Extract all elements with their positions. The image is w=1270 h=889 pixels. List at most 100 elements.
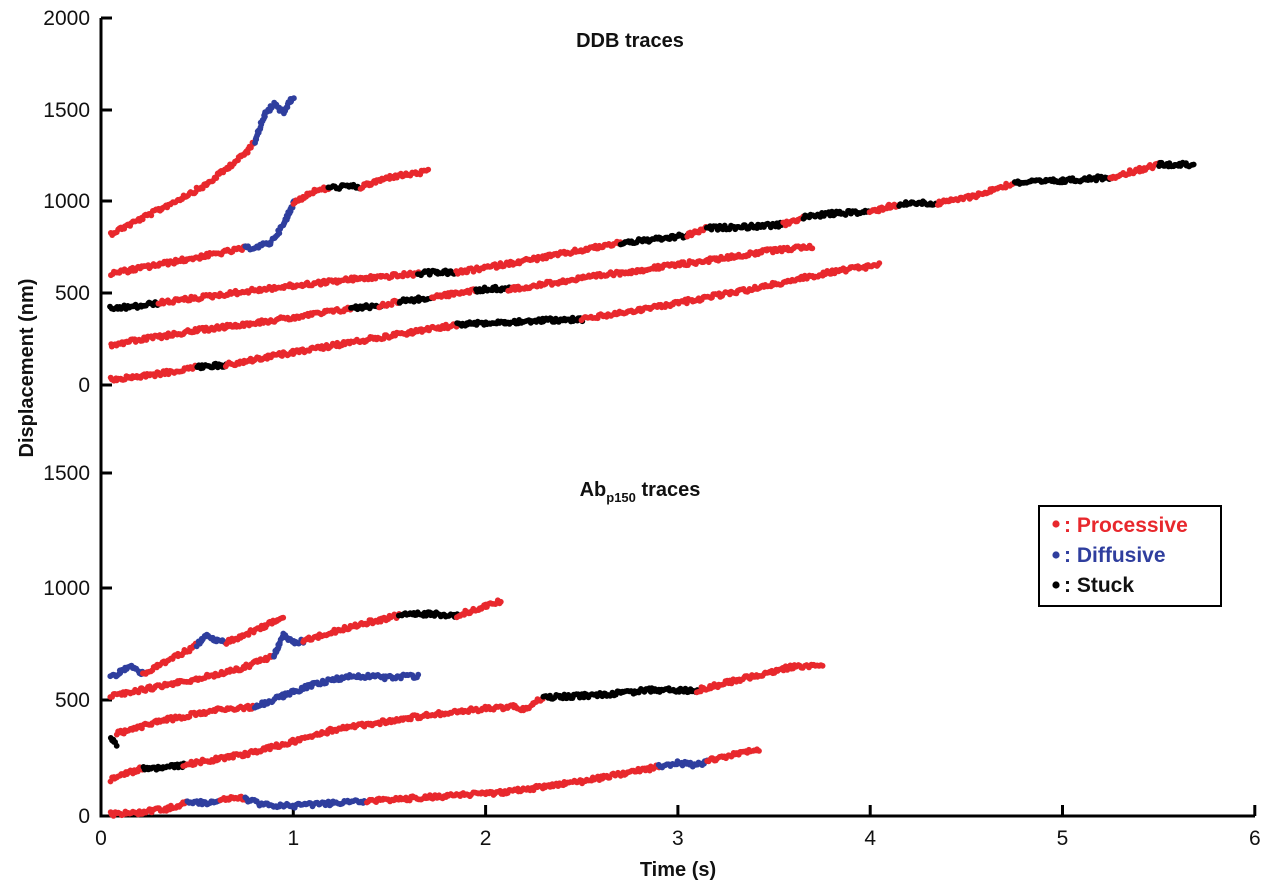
x-tick-label: 2 <box>480 827 492 850</box>
legend: : Processive : Diffusive : Stuck <box>1038 505 1222 607</box>
x-tick-label: 1 <box>287 827 299 850</box>
stuck-segment <box>454 314 586 329</box>
trace-ddb-2 <box>108 166 432 279</box>
traces <box>107 95 1197 819</box>
legend-entry-stuck: : Stuck <box>1052 574 1134 597</box>
processive-segment <box>364 762 662 806</box>
y-tick-label: 1500 <box>43 99 90 122</box>
diffusive-segment <box>271 630 307 660</box>
processive-segment <box>505 242 816 294</box>
trace-abp150-2 <box>107 597 504 700</box>
panel-title-abp150-suffix: traces <box>636 479 701 501</box>
diffusive-point <box>276 641 283 648</box>
trace-ddb-1 <box>107 95 297 239</box>
stuck-segment <box>703 219 787 233</box>
legend-label-processive: : Processive <box>1064 514 1188 537</box>
stuck-point <box>113 742 120 749</box>
legend-marker-diffusive <box>1052 551 1060 559</box>
diffusive-segment <box>251 671 422 711</box>
processive-segment <box>866 201 902 216</box>
x-tick-label: 6 <box>1249 827 1261 850</box>
processive-point <box>819 662 826 669</box>
processive-segment <box>222 321 460 370</box>
legend-box <box>1038 505 1222 607</box>
panel-title-ddb: DDB traces <box>576 30 684 52</box>
trace-ddb-4 <box>108 242 816 350</box>
diffusive-segment <box>252 95 297 146</box>
processive-point <box>148 212 155 219</box>
processive-segment <box>780 213 807 229</box>
legend-entry-processive: : Processive <box>1052 514 1188 537</box>
y-tick-label: 0 <box>78 805 90 828</box>
stuck-point <box>1190 161 1197 168</box>
processive-segment <box>107 798 191 819</box>
diffusive-segment <box>242 794 370 811</box>
x-tick-label: 4 <box>864 827 876 850</box>
diffusive-point <box>276 230 283 237</box>
processive-segment <box>704 746 762 765</box>
y-tick-label: 2000 <box>43 7 90 30</box>
diffusive-segment <box>193 631 229 650</box>
x-tick-label: 0 <box>95 827 107 850</box>
stuck-segment <box>1156 159 1197 170</box>
y-tick-label: 1000 <box>43 190 90 213</box>
y-tick-label: 1000 <box>43 577 90 600</box>
y-tick-label: 500 <box>55 282 90 305</box>
x-tick-label: 5 <box>1057 827 1069 850</box>
stuck-segment <box>395 609 461 620</box>
diffusive-segment <box>184 797 223 808</box>
processive-point <box>809 245 816 252</box>
stuck-segment <box>107 299 163 313</box>
y-tick-label: 1500 <box>43 462 90 485</box>
panel-title-abp150-subscript: p150 <box>606 490 636 505</box>
processive-segment <box>1107 160 1162 182</box>
stuck-segment <box>348 302 384 313</box>
processive-segment <box>223 614 287 647</box>
processive-segment <box>290 184 332 207</box>
stuck-segment <box>896 198 941 209</box>
processive-segment <box>357 166 432 192</box>
processive-segment <box>300 611 402 645</box>
stuck-segment <box>1011 173 1114 187</box>
y-tick-label: 0 <box>78 374 90 397</box>
diffusive-segment <box>107 662 147 680</box>
stuck-segment <box>415 267 460 279</box>
processive-point <box>756 748 762 754</box>
axes <box>99 18 1255 818</box>
processive-segment <box>108 304 354 350</box>
processive-segment <box>693 661 826 696</box>
trace-ddb-5 <box>107 260 883 384</box>
legend-marker-stuck <box>1052 581 1060 589</box>
processive-segment <box>429 286 479 301</box>
y-axis-title: Displacement (nm) <box>16 279 38 458</box>
processive-point <box>280 614 287 621</box>
stuck-segment <box>800 207 873 222</box>
legend-label-diffusive: : Diffusive <box>1064 544 1166 567</box>
stuck-segment <box>396 294 436 306</box>
trace-ddb-3 <box>107 159 1197 313</box>
panel-title-abp150: Abp150 traces <box>580 479 701 505</box>
stuck-segment <box>540 685 701 702</box>
trace-abp150-5 <box>107 746 762 819</box>
stuck-segment <box>617 231 691 248</box>
diffusive-point <box>415 671 422 678</box>
x-tick-label: 3 <box>672 827 684 850</box>
processive-segment <box>578 260 883 324</box>
processive-point <box>876 260 883 266</box>
y-tick-label: 500 <box>55 689 90 712</box>
processive-point <box>497 598 504 605</box>
processive-segment <box>140 640 200 677</box>
legend-marker-processive <box>1052 520 1060 528</box>
processive-segment <box>934 179 1018 208</box>
x-axis-title: Time (s) <box>640 859 716 881</box>
stuck-segment <box>325 181 364 192</box>
stuck-segment <box>107 735 120 749</box>
diffusive-segment <box>655 757 710 771</box>
trace-abp150-4 <box>107 661 826 785</box>
processive-point <box>425 166 432 173</box>
trace-abp150-1 <box>107 614 287 680</box>
processive-segment <box>180 695 546 769</box>
trace-abp150-3 <box>107 671 422 749</box>
